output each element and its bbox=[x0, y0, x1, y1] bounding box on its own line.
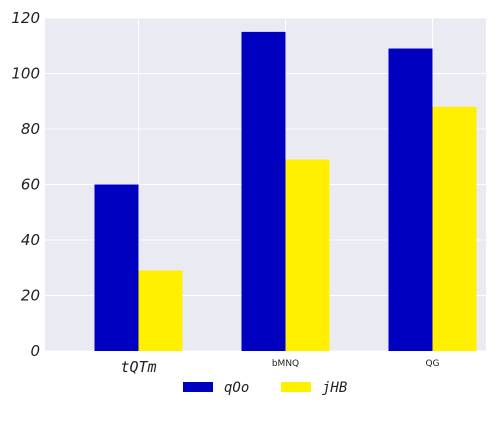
bar-jHB-bMNQ bbox=[285, 159, 330, 351]
bar-jHB-QG bbox=[432, 106, 477, 351]
legend-label-qOo: qOo bbox=[224, 380, 249, 396]
legend-swatch-qOo bbox=[183, 382, 213, 392]
y-axis-ticks: 0 20 40 60 80 100 120 bbox=[11, 9, 40, 360]
bar-jHB-tQTm bbox=[138, 270, 183, 351]
y-tick-label: 20 bbox=[21, 287, 40, 305]
y-tick-label: 100 bbox=[11, 65, 40, 83]
bars bbox=[94, 31, 477, 352]
x-tick-label: tQTm bbox=[120, 358, 156, 376]
bar-qOo-bMNQ bbox=[241, 31, 286, 351]
legend: qOo jHB bbox=[183, 380, 347, 396]
y-tick-label: 80 bbox=[21, 120, 40, 138]
legend-label-jHB: jHB bbox=[322, 380, 347, 396]
y-tick-label: 0 bbox=[30, 342, 40, 360]
y-tick-label: 60 bbox=[21, 176, 40, 194]
bar-qOo-tQTm bbox=[94, 184, 139, 351]
x-tick-label: QG bbox=[425, 359, 439, 369]
y-tick-label: 40 bbox=[21, 231, 40, 249]
legend-swatch-jHB bbox=[281, 382, 311, 392]
x-axis-ticks: tQTm bMNQ QG bbox=[120, 358, 439, 376]
bar-qOo-QG bbox=[388, 48, 433, 352]
y-tick-label: 120 bbox=[11, 9, 40, 27]
x-tick-label: bMNQ bbox=[272, 359, 299, 369]
